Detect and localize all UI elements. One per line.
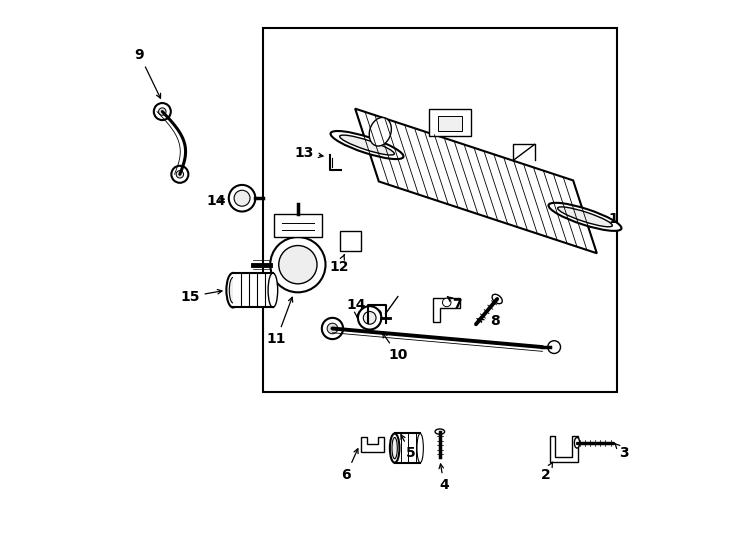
Bar <box>341 231 360 252</box>
Text: 10: 10 <box>382 333 407 362</box>
Text: 2: 2 <box>541 462 553 482</box>
Polygon shape <box>434 298 460 322</box>
Ellipse shape <box>340 135 394 155</box>
Text: 3: 3 <box>615 443 629 461</box>
Text: 6: 6 <box>341 449 358 482</box>
Ellipse shape <box>558 207 612 227</box>
Ellipse shape <box>548 203 622 231</box>
Circle shape <box>270 237 326 292</box>
Ellipse shape <box>226 273 240 307</box>
Circle shape <box>374 310 382 318</box>
Text: 12: 12 <box>329 255 349 274</box>
Ellipse shape <box>268 273 277 307</box>
Text: 14: 14 <box>206 194 226 208</box>
Circle shape <box>234 190 250 206</box>
Ellipse shape <box>574 437 580 448</box>
Text: 14: 14 <box>346 298 366 317</box>
Polygon shape <box>360 437 384 453</box>
Text: 5: 5 <box>401 435 416 461</box>
Text: 8: 8 <box>478 314 499 327</box>
Ellipse shape <box>435 429 445 434</box>
Ellipse shape <box>369 118 391 146</box>
Circle shape <box>548 341 561 354</box>
Text: 4: 4 <box>439 464 449 492</box>
Text: 13: 13 <box>294 146 323 160</box>
Ellipse shape <box>492 294 502 303</box>
Circle shape <box>159 108 166 115</box>
Circle shape <box>279 246 317 284</box>
Circle shape <box>321 318 343 339</box>
Ellipse shape <box>330 131 404 159</box>
Text: 1: 1 <box>609 213 619 226</box>
Ellipse shape <box>229 278 237 303</box>
Text: 7: 7 <box>448 296 462 312</box>
Text: 9: 9 <box>134 48 161 98</box>
Bar <box>264 28 617 392</box>
Circle shape <box>358 306 382 329</box>
Ellipse shape <box>417 434 424 463</box>
Circle shape <box>154 103 171 120</box>
Circle shape <box>176 171 184 178</box>
Ellipse shape <box>392 437 397 459</box>
Text: 11: 11 <box>267 298 293 346</box>
Polygon shape <box>429 109 471 136</box>
Ellipse shape <box>390 434 399 463</box>
Circle shape <box>229 185 255 212</box>
Circle shape <box>171 166 189 183</box>
Circle shape <box>363 312 376 324</box>
Circle shape <box>443 298 451 307</box>
Polygon shape <box>274 214 321 237</box>
Text: 15: 15 <box>180 289 222 303</box>
Polygon shape <box>550 436 578 462</box>
Circle shape <box>327 323 338 334</box>
Polygon shape <box>438 116 462 131</box>
Polygon shape <box>355 109 597 253</box>
